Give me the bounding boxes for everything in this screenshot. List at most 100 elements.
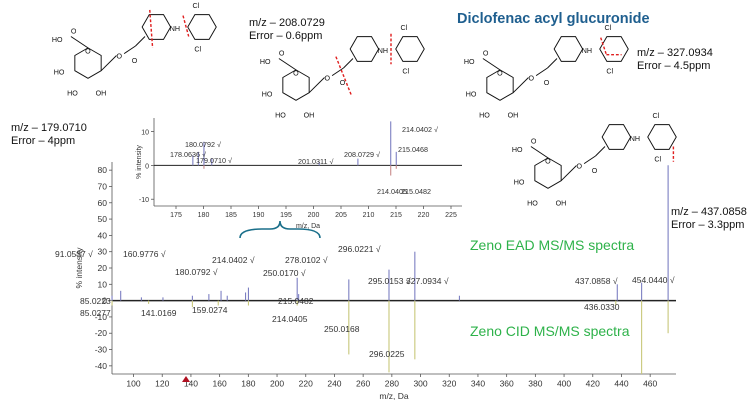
fragment-error: Error – 4ppm (11, 135, 76, 147)
x-tick-label: 340 (471, 379, 485, 389)
hydroxyl-label: HO (479, 111, 490, 119)
x-tick-label: 160 (213, 379, 227, 389)
y-tick-label: 30 (98, 247, 108, 257)
y-tick-label: -40 (95, 361, 108, 371)
peak-label: 214.0405 (272, 314, 308, 324)
x-tick-label: 140 (184, 379, 198, 389)
hydroxyl-label: HO (67, 89, 78, 97)
peak-label: 159.0274 (192, 305, 228, 315)
ead-spectrum-label: Zeno EAD MS/MS spectra (470, 237, 635, 253)
x-tick-label: 185 (225, 212, 237, 219)
x-tick-label: 320 (442, 379, 456, 389)
dichlorophenyl-ring (599, 36, 629, 62)
ester-bond (560, 165, 577, 182)
chlorine-label: Cl (402, 68, 409, 76)
x-tick-label: 120 (155, 379, 169, 389)
ester-oxygen-label: O (116, 52, 122, 60)
phenyl-ring (553, 36, 584, 62)
glucuronide-ring (486, 69, 514, 101)
peak-label: 296.0221 √ (338, 244, 381, 254)
y-tick-label: 0 (102, 296, 107, 306)
carbonyl-label: O (71, 28, 77, 36)
carbonyl-label: O (340, 79, 346, 87)
x-tick-label: 200 (270, 379, 284, 389)
ring-oxygen-label: O (545, 158, 551, 166)
x-tick-label: 220 (299, 379, 313, 389)
x-tick-label: 300 (413, 379, 427, 389)
main-spectrum-chart: -40 -30 -20 -10 0 10 20 30 40 50 60 70 80 100 120 140 16… (55, 162, 676, 401)
carbonyl-label: O (279, 50, 285, 58)
peak-label: 295.0153 √ (368, 276, 411, 286)
dichlorophenyl-ring (647, 124, 677, 150)
phenyl-ring (141, 14, 172, 40)
ester-bond (100, 55, 117, 72)
peak-label: 327.0934 √ (406, 276, 449, 286)
fragment-error: Error – 3.3ppm (671, 219, 745, 231)
peak-label: 180.0792 √ (175, 267, 218, 277)
x-tick-label: 440 (614, 379, 628, 389)
hydroxyl-label: HO (52, 36, 63, 44)
y-axis-label: % intensity (136, 145, 143, 179)
hydroxyl-label: HO (466, 91, 477, 99)
ring-oxygen-label: O (293, 70, 299, 78)
hydroxyl-label: HO (512, 146, 523, 154)
chlorine-label: Cl (605, 24, 612, 32)
x-tick-label: 180 (241, 379, 255, 389)
chlorine-label: Cl (606, 68, 613, 76)
peak-label: 178.0636 √ (170, 150, 206, 159)
peak-label: 296.0225 (369, 349, 405, 359)
ester-oxygen-label: O (577, 162, 583, 170)
methylene-bond (343, 58, 354, 69)
y-tick-label: 10 (98, 279, 108, 289)
peak-label: 436.0330 (584, 302, 620, 312)
chlorine-label: Cl (653, 112, 660, 120)
inset-background (152, 116, 444, 220)
hydroxyl-label: OH (556, 199, 567, 207)
fragment-mz: m/z – 179.0710 (11, 122, 87, 134)
x-axis-label: m/z, Da (296, 223, 320, 230)
peak-label: 208.0729 √ (344, 150, 380, 159)
y-tick-label: 50 (98, 214, 108, 224)
ester-bond (535, 67, 548, 76)
peak-label: 91.0537 √ (55, 249, 93, 259)
hydroxyl-label: OH (304, 111, 315, 119)
carbonyl-label: O (483, 50, 489, 58)
methylene-bond (547, 58, 558, 69)
hydroxyl-label: OH (96, 89, 107, 97)
ring-oxygen-label: O (85, 48, 91, 56)
y-tick-label: 70 (98, 181, 108, 191)
fragmentation-cut (600, 37, 608, 55)
x-tick-label: 205 (335, 212, 347, 219)
carbonyl-label: O (531, 138, 537, 146)
cursor-marker (182, 376, 190, 382)
carboxyl-bond (482, 58, 501, 71)
x-tick-label: 400 (557, 379, 571, 389)
hydroxyl-label: HO (527, 199, 538, 207)
fragment-mz: m/z – 208.0729 (249, 17, 325, 29)
glucuronide-ring (282, 69, 310, 101)
fragment-mz: m/z – 327.0934 (637, 47, 713, 59)
fragmentation-cut (149, 9, 154, 48)
carbonyl-label: O (592, 167, 598, 175)
carboxyl-bond (278, 58, 297, 71)
fragment-label-179: m/z – 179.0710 Error – 4ppm (11, 122, 87, 148)
peak-label: 85.0223 (80, 296, 111, 306)
amine-label: NH (378, 47, 388, 55)
hydroxyl-label: HO (260, 58, 271, 66)
x-tick-label: 280 (385, 379, 399, 389)
y-tick-label: -10 (95, 312, 108, 322)
peak-label: 437.0858 √ (575, 276, 618, 286)
hydroxyl-label: HO (514, 179, 525, 187)
fragment-label-327: m/z – 327.0934 Error – 4.5ppm (637, 47, 713, 73)
fragment-error: Error – 0.6ppm (249, 30, 323, 42)
zoom-bracket (239, 220, 321, 239)
y-tick-label: 40 (98, 230, 108, 240)
chlorine-label: Cl (401, 24, 408, 32)
peak-label: 278.0102 √ (285, 255, 328, 265)
fragment-label-208: m/z – 208.0729 Error – 0.6ppm (249, 17, 325, 43)
x-tick-label: 195 (280, 212, 292, 219)
dichlorophenyl-ring (187, 14, 217, 40)
